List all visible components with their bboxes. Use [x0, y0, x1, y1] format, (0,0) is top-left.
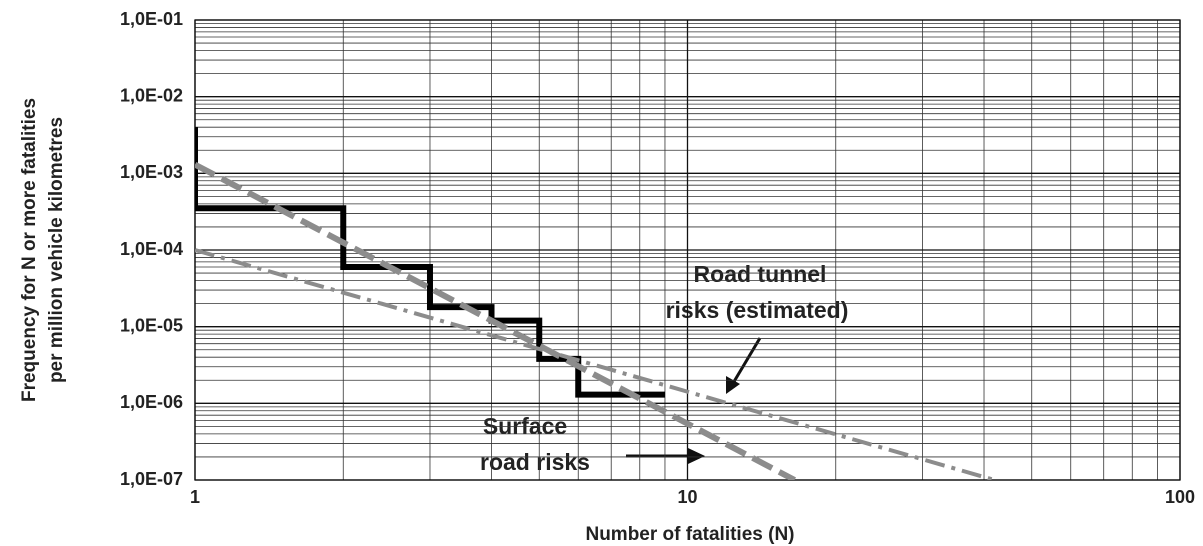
- x-axis-label: Number of fatalities (N): [585, 524, 794, 545]
- y-axis-label: Frequency for N or more fatalities: [19, 98, 40, 402]
- grid: [194, 19, 1181, 481]
- annotation: Road tunnel: [694, 261, 827, 287]
- x-tick-label: 1: [190, 487, 200, 507]
- y-tick-label: 1,0E-03: [120, 162, 183, 182]
- series-line: [195, 248, 996, 480]
- y-tick-label: 1,0E-04: [120, 239, 183, 259]
- y-tick-label: 1,0E-05: [120, 315, 183, 335]
- y-tick-label: 1,0E-07: [120, 469, 183, 489]
- y-axis-label: per million vehicle kilometres: [46, 117, 67, 383]
- arrow: [626, 337, 762, 464]
- y-tick-label: 1,0E-06: [120, 392, 183, 412]
- x-tick-label: 10: [677, 487, 697, 507]
- annotation: risks (estimated): [666, 297, 849, 323]
- y-tick-label: 1,0E-02: [120, 85, 183, 105]
- series-line: [195, 161, 797, 480]
- x-tick-label: 100: [1165, 487, 1195, 507]
- annotation: road risks: [480, 449, 590, 475]
- y-tick-label: 1,0E-01: [120, 9, 183, 29]
